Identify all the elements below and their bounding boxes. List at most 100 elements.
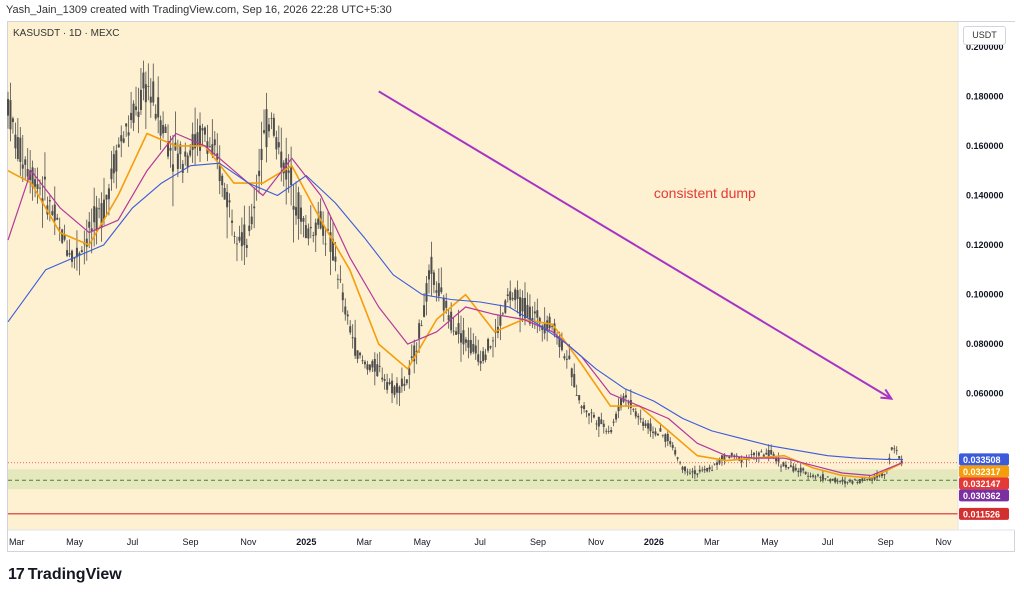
candle-body (427, 270, 430, 280)
candle-body (272, 117, 275, 136)
price-tick-label: 0.120000 (966, 240, 1004, 250)
candle-body (297, 192, 300, 219)
candle-body (125, 123, 128, 127)
time-tick-label: Jul (822, 537, 834, 547)
candle-body (807, 475, 810, 477)
support-zone (8, 469, 958, 490)
candle-body (203, 127, 206, 135)
candle-body (523, 297, 526, 319)
candle-body (430, 256, 433, 274)
tradingview-logo[interactable]: 17 TradingView (8, 566, 122, 584)
candle-body (804, 471, 807, 475)
candle-body (383, 379, 386, 381)
candle-body (233, 236, 236, 237)
currency-button[interactable]: USDT (963, 26, 1006, 45)
candle-body (34, 179, 37, 187)
candle-body (846, 481, 849, 483)
plot-background (8, 22, 958, 530)
candle-body (482, 351, 485, 362)
candle-body (16, 137, 19, 159)
candle-body (117, 144, 120, 148)
candle-body (784, 464, 787, 468)
candle-body (144, 84, 147, 103)
candle-body (612, 421, 615, 423)
candle-body (521, 298, 524, 312)
candle-body (243, 224, 246, 246)
candle-body (880, 472, 883, 477)
candle-body (462, 330, 465, 345)
candle-body (853, 479, 856, 481)
candle-body (56, 217, 59, 220)
candle-body (235, 243, 238, 245)
candle-body (363, 361, 366, 365)
candle-body (336, 278, 339, 280)
time-tick-label: Nov (936, 537, 953, 547)
candle-body (152, 81, 155, 103)
candle-body (883, 474, 886, 476)
time-tick-label: 2026 (644, 537, 664, 547)
candle-body (656, 434, 659, 436)
candle-body (617, 406, 620, 412)
candle-body (624, 395, 627, 398)
candle-body (841, 480, 844, 482)
candle-body (71, 250, 74, 262)
candle-body (354, 337, 357, 356)
candle-body (681, 466, 684, 470)
price-tag-background (959, 453, 1009, 466)
candle-body (95, 207, 98, 231)
time-tick-label: Nov (588, 537, 605, 547)
candle-body (418, 323, 421, 339)
candle-body (270, 118, 273, 120)
candle-body (570, 368, 573, 378)
candle-body (578, 395, 581, 401)
candle-body (107, 188, 110, 200)
candle-body (588, 413, 591, 416)
price-tag-label: 0.032147 (963, 479, 1001, 489)
candle-body (115, 150, 118, 172)
candle-body (378, 366, 381, 367)
candle-body (11, 118, 14, 122)
candle-body (48, 200, 51, 202)
candle-body (816, 474, 819, 476)
candle-body (314, 222, 317, 236)
candle-body (767, 449, 770, 458)
candle-body (435, 290, 438, 293)
candle-body (595, 423, 598, 425)
candle-body (775, 457, 778, 462)
time-tick-label: 2025 (296, 537, 316, 547)
candle-body (814, 476, 817, 478)
candle-body (231, 220, 234, 223)
candle-body (718, 459, 721, 464)
candle-body (78, 253, 81, 256)
candle-body (63, 235, 66, 240)
candle-body (31, 167, 34, 188)
candle-body (858, 478, 861, 484)
candle-body (344, 306, 347, 315)
candle-body (752, 452, 755, 456)
candle-body (526, 304, 529, 318)
price-tag-background (959, 465, 1009, 478)
candle-body (757, 452, 760, 456)
time-tick-label: Mar (704, 537, 720, 547)
candle-body (713, 463, 716, 465)
time-axis[interactable]: Mar May Jul Sep Nov 2025 Mar May Jul Sep Nov 2026 Ma… (8, 529, 1015, 547)
candle-body (361, 360, 364, 362)
candle-body (528, 306, 531, 324)
candle-body (489, 346, 492, 348)
candle-body (696, 473, 699, 475)
candle-body (799, 467, 802, 473)
candle-body (221, 175, 224, 186)
candle-body (684, 466, 687, 472)
candle-body (410, 356, 413, 358)
candle-body (149, 96, 152, 103)
candle-body (51, 211, 54, 215)
price-tag-label: 0.030362 (963, 491, 1001, 501)
candle-body (267, 124, 270, 132)
candle-body (455, 331, 458, 335)
candle-body (491, 340, 494, 342)
candle-body (88, 221, 91, 228)
candle-body (575, 395, 578, 396)
candle-body (568, 355, 571, 360)
candle-body (479, 361, 482, 364)
